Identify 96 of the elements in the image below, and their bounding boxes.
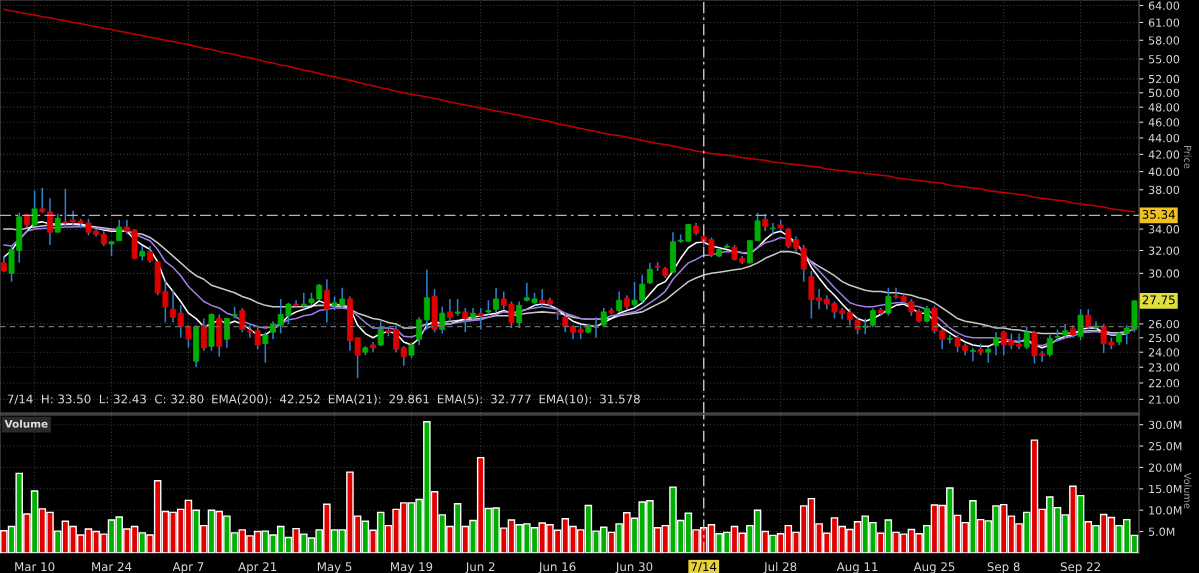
annotation: EMA(21): [328, 394, 381, 405]
candlestick [539, 288, 546, 308]
x-tick-label: 7/14 [691, 562, 717, 573]
y-tick-label: 15.0M [1149, 484, 1182, 494]
y-tick-label: 21.00 [1148, 395, 1180, 404]
y-tick-label: 50.00 [1148, 88, 1180, 98]
y-tick-label: 34.00 [1148, 225, 1180, 234]
candlestick [439, 305, 446, 335]
candlestick [31, 189, 38, 227]
candlestick [39, 187, 46, 214]
y-tick-label: 30.00 [1148, 269, 1180, 278]
y-tick-label: 22.00 [1148, 378, 1180, 388]
candlestick [1046, 334, 1053, 358]
y-tick-label: 10.0M [1149, 506, 1182, 515]
x-tick-label: Aug 11 [836, 562, 878, 573]
candlestick [1023, 325, 1030, 351]
candlestick [477, 307, 484, 331]
candlestick [185, 324, 192, 349]
x-tick-label: Apr 7 [172, 562, 204, 573]
annotation: 7/14 H: 33.50 L: 32.43 C: 32.80 [7, 394, 204, 405]
candlestick [885, 286, 892, 317]
y-tick-label: 25.0M [1148, 442, 1182, 451]
x-tick-label: Jun 16 [538, 562, 576, 573]
y-tick-label: 24.00 [1148, 348, 1180, 357]
candlestick [446, 298, 453, 321]
y-tick-label: 23.00 [1148, 363, 1180, 372]
candlestick [423, 269, 430, 331]
annotation: EMA(5): [438, 394, 482, 405]
candlestick [239, 307, 246, 333]
y-tick-label: 48.00 [1148, 103, 1180, 112]
x-tick-label: May 19 [391, 562, 433, 573]
x-tick-label: Jun 30 [615, 562, 653, 573]
candlestick [493, 286, 500, 313]
y-tick-label: 40.00 [1148, 167, 1180, 176]
candlestick [177, 304, 184, 339]
candlestick [170, 289, 177, 324]
candlestick [516, 300, 523, 329]
y-tick-label: 20.0M [1148, 463, 1182, 472]
x-tick-label: Sep 8 [987, 562, 1020, 573]
y-tick-label: 64.00 [1148, 1, 1180, 10]
y-axis-title: Price [1183, 146, 1192, 169]
annotation: EMA(10): [539, 394, 592, 405]
y-tick-label: 52.00 [1148, 74, 1180, 84]
candlestick [616, 290, 623, 313]
y-tick-label: 26.00 [1148, 319, 1180, 329]
candlestick [869, 307, 876, 329]
y-tick-label: 38.00 [1148, 185, 1180, 195]
annotation: 31.578 [600, 394, 640, 404]
chart-title: Volume [4, 419, 48, 428]
candlestick [323, 278, 330, 324]
y-axis-title: Volume [1183, 472, 1192, 509]
x-tick-label: Mar 24 [92, 562, 132, 572]
candlestick [993, 331, 999, 356]
candlestick [969, 347, 976, 362]
candlestick [562, 312, 569, 333]
candlestick [800, 244, 807, 283]
x-tick-label: Aug 25 [913, 562, 955, 573]
candlestick [200, 317, 207, 352]
x-tick-label: Jun 2 [465, 562, 495, 573]
y-tick-label: 55.00 [1148, 55, 1180, 64]
candlestick [300, 291, 307, 311]
y-tick-label: 25.00 [1148, 333, 1180, 343]
y-tick-label: 44.00 [1148, 133, 1180, 143]
annotation: 27.75 [1142, 295, 1175, 305]
y-tick-label: 46.00 [1148, 118, 1180, 127]
candlestick [47, 197, 53, 246]
x-tick-label: May 5 [317, 562, 352, 573]
x-tick-label: Mar 10 [15, 562, 55, 572]
y-tick-label: 61.00 [1148, 18, 1180, 27]
candlestick [946, 334, 953, 345]
y-tick-label: 58.00 [1148, 36, 1180, 45]
candlestick [416, 316, 423, 346]
candlestick [893, 286, 899, 300]
candlestick [377, 320, 384, 348]
candlestick [1077, 308, 1084, 342]
candlestick [400, 345, 407, 367]
candlestick [462, 307, 469, 333]
annotation: 29.861 [389, 394, 429, 404]
ref-line-label: 35.34 [1142, 209, 1175, 219]
y-tick-label: 30.0M [1148, 420, 1182, 430]
y-tick-label: 32.00 [1148, 246, 1180, 255]
candlestick [262, 331, 269, 364]
candlestick [770, 222, 776, 237]
x-tick-label: Jul 28 [763, 561, 797, 573]
y-tick-label: 42.00 [1148, 150, 1180, 159]
annotation: 42.252 [280, 394, 320, 404]
line-series [3, 8, 1136, 213]
annotation: 32.777 [491, 394, 531, 404]
annotation: EMA(200): [212, 394, 272, 405]
candlestick [223, 317, 230, 349]
candlestick [54, 213, 61, 233]
candlestick [116, 219, 123, 242]
x-tick-label: Sep 22 [1060, 562, 1100, 573]
candlestick [1085, 308, 1092, 331]
y-tick-label: 5.0M [1148, 527, 1175, 536]
x-tick-label: Apr 21 [238, 562, 277, 573]
